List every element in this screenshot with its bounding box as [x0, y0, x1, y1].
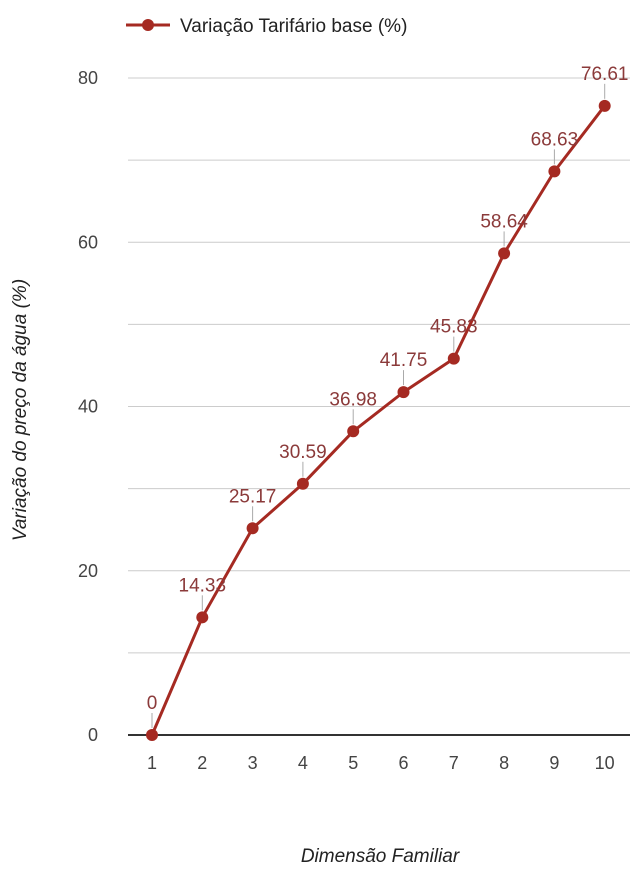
- data-label: 36.98: [329, 389, 377, 410]
- y-axis-ticks: 0 20 40 60 80: [78, 68, 98, 745]
- data-point: [447, 352, 460, 365]
- x-axis-ticks: 1 2 3 4 5 6 7 8 9 10: [147, 753, 615, 773]
- data-point: [397, 386, 410, 399]
- data-label: 68.63: [531, 129, 579, 150]
- data-point: [598, 99, 611, 112]
- data-point: [246, 522, 259, 535]
- data-point: [548, 165, 561, 178]
- x-tick-label: 6: [398, 753, 408, 773]
- x-tick-label: 2: [197, 753, 207, 773]
- x-tick-label: 9: [549, 753, 559, 773]
- data-point: [196, 611, 209, 624]
- data-point: [498, 247, 511, 260]
- data-point: [146, 729, 158, 741]
- x-tick-label: 5: [348, 753, 358, 773]
- data-label: 41.75: [380, 350, 428, 371]
- data-label: 30.59: [279, 442, 327, 463]
- x-axis-title: Dimensão Familiar: [301, 846, 460, 867]
- y-axis-title: Variação do preço da água (%): [10, 279, 31, 541]
- series-line: [150, 104, 606, 736]
- data-label: 0: [147, 693, 158, 714]
- y-tick-label: 80: [78, 68, 98, 88]
- y-tick-label: 0: [88, 725, 98, 745]
- y-tick-label: 40: [78, 397, 98, 417]
- x-tick-label: 7: [449, 753, 459, 773]
- data-label: 45.83: [430, 317, 478, 338]
- x-tick-label: 3: [248, 753, 258, 773]
- y-tick-label: 60: [78, 232, 98, 252]
- y-tick-label: 20: [78, 561, 98, 581]
- legend-marker-swatch: [142, 19, 154, 31]
- x-tick-label: 8: [499, 753, 509, 773]
- gridlines: [128, 77, 630, 654]
- x-tick-label: 1: [147, 753, 157, 773]
- data-label: 25.17: [229, 486, 277, 507]
- data-point: [347, 425, 360, 438]
- data-label: 58.64: [480, 211, 528, 232]
- x-tick-label: 4: [298, 753, 308, 773]
- legend: Variação Tarifário base (%): [126, 16, 407, 37]
- x-tick-label: 10: [595, 753, 615, 773]
- data-label: 14.33: [179, 575, 227, 596]
- legend-label: Variação Tarifário base (%): [180, 16, 407, 37]
- data-label: 76.61: [581, 64, 629, 85]
- data-point: [296, 477, 309, 490]
